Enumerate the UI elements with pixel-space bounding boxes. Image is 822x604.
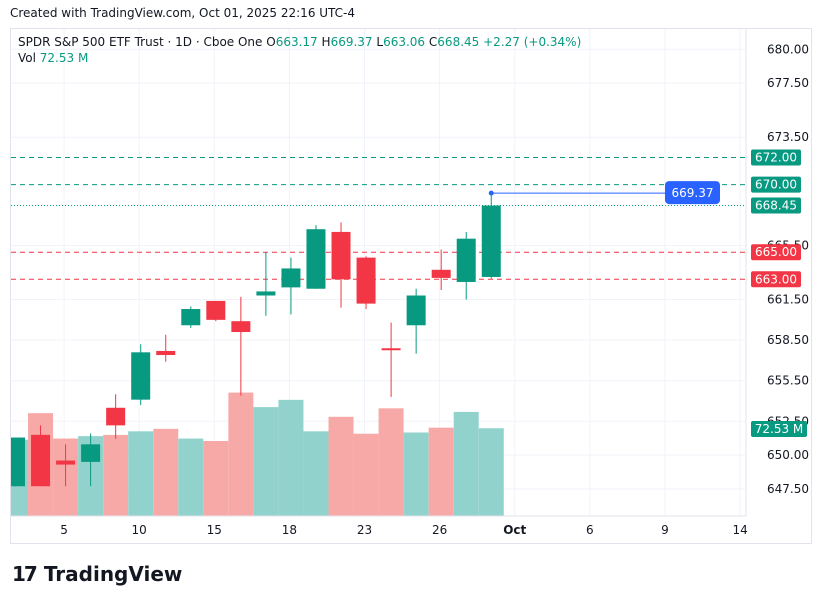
candle-body bbox=[31, 434, 51, 487]
tradingview-brand[interactable]: 17 TradingView bbox=[12, 562, 182, 586]
candles bbox=[11, 193, 501, 487]
axes: 680.00677.50673.50665.50661.50658.50655.… bbox=[11, 29, 809, 537]
y-tick-label: 661.50 bbox=[767, 293, 809, 307]
y-tick-label: 680.00 bbox=[767, 42, 809, 56]
legend: SPDR S&P 500 ETF Trust · 1D · Cboe One O… bbox=[18, 34, 581, 66]
volume-bar bbox=[128, 431, 154, 516]
price-line-label: 672.00 bbox=[755, 151, 797, 165]
volume-bar bbox=[353, 433, 379, 516]
candle-body bbox=[106, 407, 126, 426]
volume-badge bbox=[751, 421, 807, 437]
candle-body bbox=[131, 352, 151, 400]
price-labels: 669.37 672.00 670.00 668.45 665.00 663.00 72.5… bbox=[665, 149, 807, 437]
x-tick-label: 23 bbox=[357, 523, 372, 537]
y-tick-label: 650.00 bbox=[767, 448, 809, 462]
close-value: 668.45 bbox=[437, 35, 480, 49]
price-line-badge[interactable] bbox=[751, 271, 801, 288]
candle-body bbox=[156, 350, 176, 356]
candle-body bbox=[331, 231, 351, 280]
x-tick-label: 6 bbox=[586, 523, 594, 537]
y-tick-label: 658.50 bbox=[767, 333, 809, 347]
candle-body bbox=[356, 257, 376, 304]
close-label: C bbox=[428, 35, 438, 49]
candle-body bbox=[406, 295, 426, 326]
volume-bar bbox=[228, 392, 254, 516]
volume-badge-label: 72.53 M bbox=[755, 422, 804, 436]
volume-value: 72.53 M bbox=[39, 51, 89, 65]
candle-body bbox=[456, 238, 476, 282]
x-tick-label: 9 bbox=[661, 523, 669, 537]
candle-body bbox=[431, 269, 451, 278]
candle-body bbox=[81, 444, 101, 462]
y-tick-label: 647.50 bbox=[767, 482, 809, 496]
price-line-badge[interactable] bbox=[751, 176, 801, 193]
volume-bar bbox=[103, 434, 129, 516]
candle-body bbox=[381, 348, 401, 351]
low-value: 663.06 bbox=[383, 35, 426, 49]
candle-body bbox=[281, 268, 301, 288]
volume-label[interactable]: Vol bbox=[18, 51, 36, 65]
volume-bar bbox=[428, 427, 454, 516]
price-line-label: 668.45 bbox=[755, 199, 797, 213]
candle-body bbox=[256, 291, 276, 296]
high-marker-badge[interactable] bbox=[665, 181, 720, 205]
candle-body bbox=[56, 460, 76, 465]
volume-bars bbox=[11, 392, 504, 516]
y-tick-label: 655.50 bbox=[767, 374, 809, 388]
open-label: O bbox=[266, 35, 276, 49]
candle-body bbox=[181, 309, 201, 326]
y-tick-label: 673.50 bbox=[767, 130, 809, 144]
volume-bar bbox=[153, 428, 179, 516]
x-tick-label: 10 bbox=[132, 523, 147, 537]
legend-row-price: SPDR S&P 500 ETF Trust · 1D · Cboe One O… bbox=[18, 34, 581, 50]
price-line-label: 665.00 bbox=[755, 245, 797, 259]
tradingview-logo-icon: 17 bbox=[12, 562, 38, 586]
created-note: Created with TradingView.com, Oct 01, 20… bbox=[10, 6, 356, 20]
volume-bar bbox=[203, 440, 229, 516]
open-value: 663.17 bbox=[275, 35, 318, 49]
volume-bar bbox=[453, 411, 479, 516]
brand-name: TradingView bbox=[43, 562, 183, 586]
x-tick-label: 18 bbox=[282, 523, 297, 537]
high-value: 669.37 bbox=[330, 35, 373, 49]
volume-bar bbox=[478, 428, 504, 516]
symbol-name[interactable]: SPDR S&P 500 ETF Trust · 1D · Cboe One bbox=[18, 35, 263, 49]
volume-bar bbox=[253, 407, 279, 516]
legend-row-volume: Vol 72.53 M bbox=[18, 50, 581, 66]
x-tick-label: 26 bbox=[432, 523, 447, 537]
candle-body bbox=[481, 205, 501, 277]
candle-body bbox=[306, 229, 326, 289]
chart-frame[interactable] bbox=[10, 28, 812, 544]
x-tick-label: Oct bbox=[503, 523, 526, 537]
x-tick-label: 5 bbox=[60, 523, 68, 537]
volume-bar bbox=[278, 399, 304, 516]
change-value: +2.27 (+0.34%) bbox=[483, 35, 582, 49]
price-line-label: 670.00 bbox=[755, 178, 797, 192]
y-tick-label: 677.50 bbox=[767, 76, 809, 90]
high-label: H bbox=[321, 35, 331, 49]
x-tick-label: 14 bbox=[732, 523, 747, 537]
low-label: L bbox=[376, 35, 384, 49]
candle-body bbox=[231, 321, 251, 333]
volume-bar bbox=[178, 438, 204, 516]
high-marker-label: 669.37 bbox=[672, 186, 714, 200]
volume-bar bbox=[303, 431, 329, 516]
price-lines bbox=[11, 157, 745, 280]
x-tick-label: 15 bbox=[207, 523, 222, 537]
candle-body bbox=[11, 437, 25, 487]
price-line-badge[interactable] bbox=[751, 197, 801, 214]
price-line-badge[interactable] bbox=[751, 149, 801, 166]
price-line-label: 663.00 bbox=[755, 272, 797, 286]
volume-bar bbox=[328, 416, 354, 516]
volume-bar bbox=[403, 432, 429, 516]
candle-body bbox=[206, 300, 226, 320]
price-line-badge[interactable] bbox=[751, 244, 801, 261]
volume-bar bbox=[378, 408, 404, 516]
